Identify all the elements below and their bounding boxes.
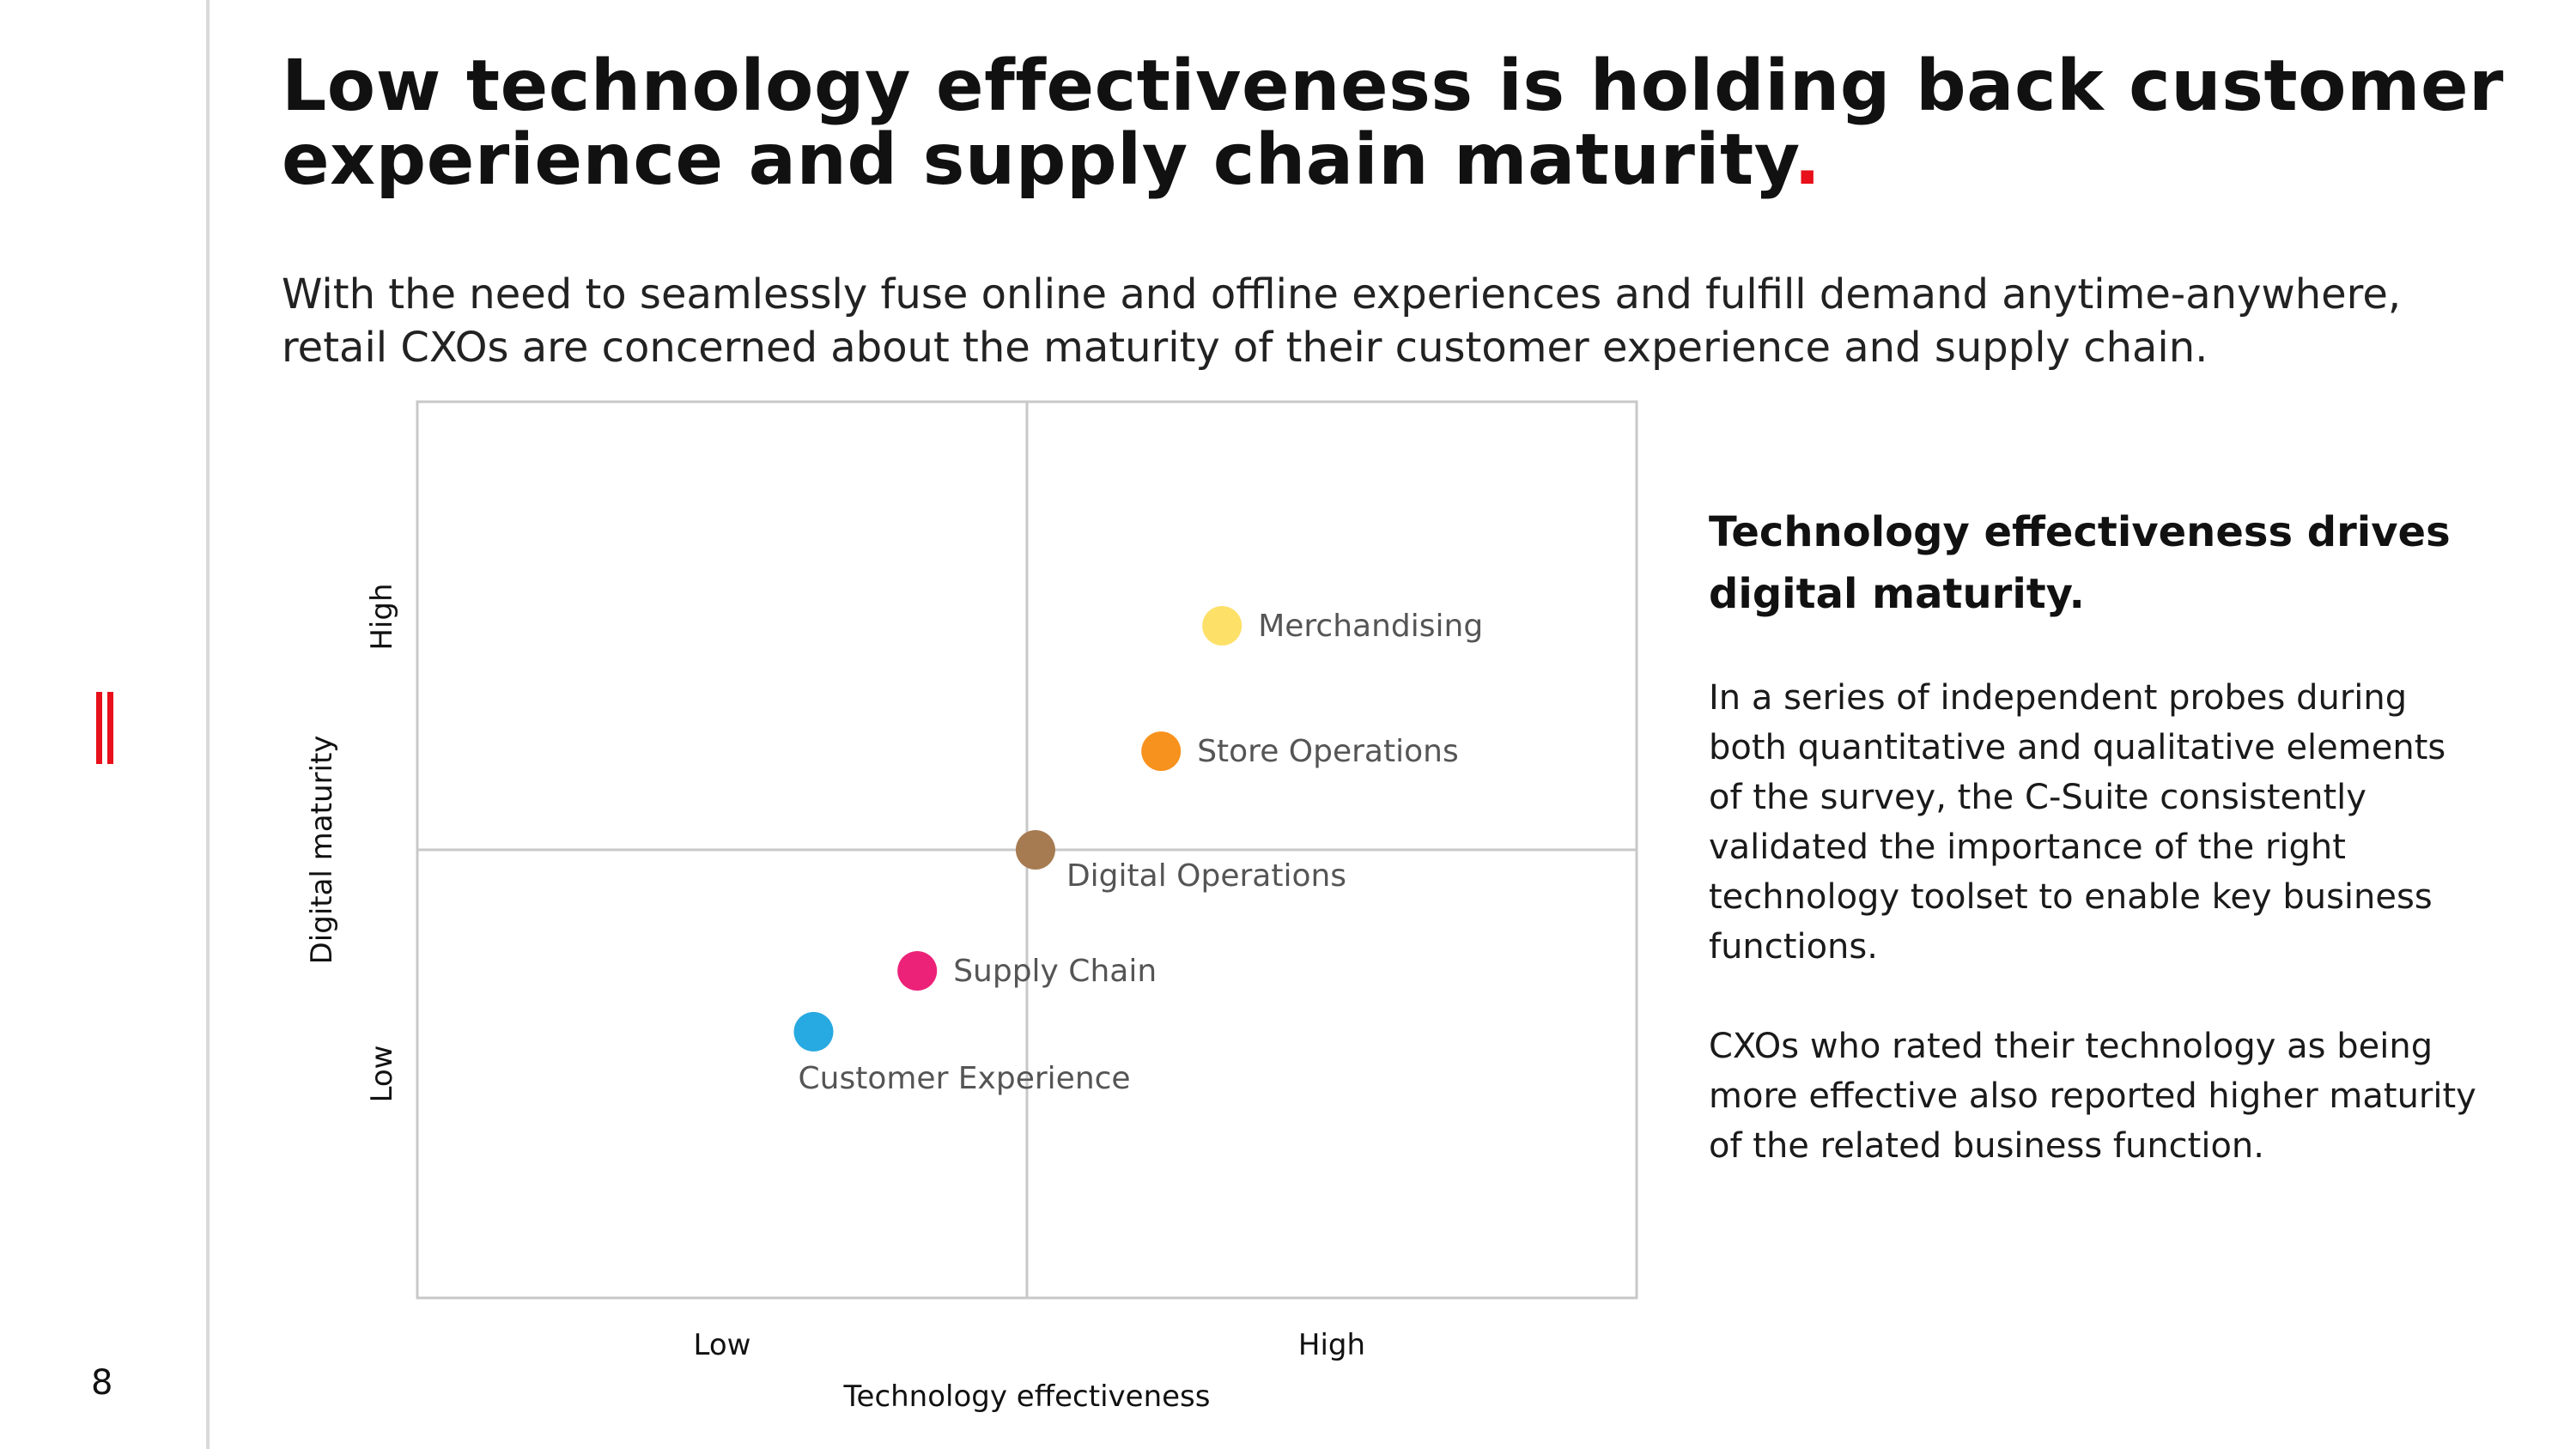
data-point [897, 950, 938, 991]
data-point [1015, 830, 1055, 870]
insight-heading: Technology effectiveness drives digital … [1709, 508, 2451, 618]
data-point [793, 1011, 834, 1052]
brand-bar [107, 692, 113, 764]
data-point-label: Merchandising [1258, 609, 1483, 644]
insight-paragraph: In a series of independent probes during… [1709, 678, 2446, 967]
data-point-label: Supply Chain [953, 954, 1157, 989]
x-tick-label: Low [694, 1328, 751, 1362]
x-axis-label: Technology effectiveness [843, 1379, 1211, 1414]
quadrant-scatter-chart: Low High Technology effectiveness Low High Di… [305, 400, 1638, 1414]
brand-bar [96, 692, 102, 764]
data-point-label: Customer Experience [799, 1061, 1131, 1096]
data-point [1141, 731, 1182, 772]
page-number: 8 [91, 1363, 113, 1403]
left-margin-rule [206, 0, 210, 1449]
y-axis-label: Digital maturity [305, 736, 339, 965]
y-tick-label: Low [365, 1046, 399, 1103]
insight-paragraph: CXOs who rated their technology as being… [1709, 1027, 2476, 1166]
brand-accent-bars [96, 692, 113, 764]
page-subtitle: With the need to seamlessly fuse online … [282, 270, 2402, 372]
page-title-text: Low technology effectiveness is holding … [282, 45, 2504, 201]
data-point-label: Digital Operations [1066, 858, 1346, 894]
data-point [1202, 606, 1242, 646]
page-title: Low technology effectiveness is holding … [282, 50, 2514, 197]
data-point-label: Store Operations [1197, 734, 1459, 769]
y-tick-label: High [365, 583, 399, 650]
title-accent-dot: . [1794, 119, 1821, 201]
x-tick-label: High [1298, 1328, 1365, 1362]
